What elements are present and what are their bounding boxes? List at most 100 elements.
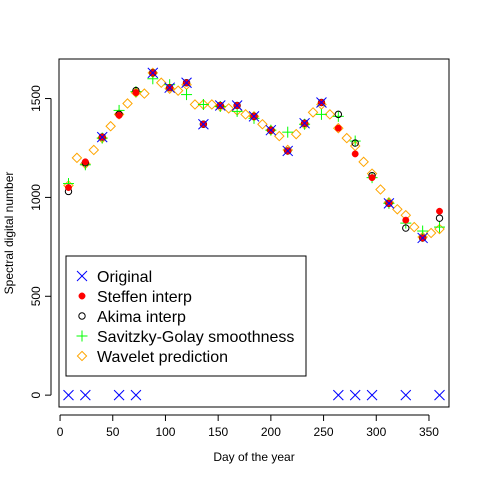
- data-point: [231, 100, 243, 111]
- y-tick-label: 1500: [29, 85, 43, 112]
- data-point: [79, 389, 91, 401]
- data-point: [189, 99, 201, 110]
- data-point: [273, 130, 285, 142]
- data-point-stroke: [299, 117, 310, 129]
- data-point-shape: [65, 184, 72, 191]
- data-point: [349, 389, 361, 401]
- data-point: [324, 109, 336, 120]
- x-axis-title: Day of the year: [213, 450, 294, 464]
- data-point: [155, 77, 167, 89]
- data-point-stroke: [383, 197, 395, 209]
- data-point: [214, 100, 226, 111]
- data-point-shape: [408, 221, 420, 233]
- data-point: [368, 174, 376, 182]
- data-point-stroke: [181, 77, 192, 89]
- data-point: [206, 99, 218, 110]
- data-point-shape: [341, 132, 353, 144]
- data-point: [316, 97, 327, 108]
- data-point-shape: [435, 214, 444, 222]
- data-point-shape: [375, 184, 386, 195]
- data-point-shape: [425, 227, 437, 239]
- data-points: [62, 67, 446, 401]
- series-wavelet-prediction: [63, 67, 445, 243]
- data-point: [332, 389, 344, 401]
- legend-entries: Original Steffen interp Akima interp Savitz…: [76, 269, 294, 366]
- data-point-shape: [139, 88, 150, 99]
- y-axis: 0 500 1000 1500: [29, 85, 52, 398]
- data-point: [351, 139, 359, 147]
- x-tick-label: 50: [106, 425, 120, 439]
- data-point-stroke: [147, 67, 159, 79]
- data-point: [435, 214, 444, 222]
- x-tick-label: 150: [208, 425, 228, 439]
- data-point-shape: [81, 158, 89, 166]
- data-point-stroke: [400, 389, 412, 401]
- data-point-stroke: [231, 100, 243, 111]
- data-point: [425, 227, 437, 239]
- data-point-stroke: [113, 389, 125, 401]
- data-point: [257, 118, 268, 130]
- data-point-shape: [155, 77, 167, 89]
- data-point: [408, 221, 420, 233]
- data-point-stroke: [214, 100, 226, 111]
- data-point: [139, 88, 150, 99]
- data-point-stroke: [130, 389, 142, 401]
- data-point: [115, 111, 123, 119]
- x-tick-label: 100: [155, 425, 175, 439]
- legend-marker: [78, 292, 86, 300]
- data-point-shape: [240, 109, 251, 120]
- series-akima-interp: [64, 69, 444, 242]
- legend-marker: [76, 330, 88, 342]
- data-point: [436, 207, 443, 215]
- data-point: [383, 197, 395, 209]
- legend-label: Steffen interp: [97, 289, 192, 306]
- data-point: [248, 110, 260, 122]
- data-point: [332, 110, 344, 122]
- data-point-shape: [189, 99, 201, 110]
- data-point-stroke: [96, 131, 108, 143]
- data-point: [434, 389, 445, 401]
- data-point: [351, 150, 359, 158]
- data-point: [299, 117, 310, 129]
- legend-box: [65, 255, 307, 377]
- data-point-shape: [172, 85, 184, 96]
- data-point-shape: [358, 156, 369, 168]
- plot-frame: [58, 58, 450, 408]
- x-tick-label: 250: [314, 425, 334, 439]
- data-point: [63, 389, 74, 401]
- data-point: [198, 118, 209, 130]
- data-point: [96, 131, 108, 143]
- data-point: [105, 120, 116, 132]
- data-point: [334, 110, 343, 119]
- data-point: [65, 184, 72, 191]
- data-point: [132, 89, 140, 97]
- y-axis-title: Spectral digital number: [2, 172, 16, 295]
- data-point: [334, 124, 342, 132]
- legend: Original Steffen interp Akima interp Savitz…: [65, 255, 307, 377]
- data-point-shape: [105, 120, 116, 132]
- data-point: [71, 152, 83, 164]
- data-point-stroke: [417, 232, 429, 244]
- data-point: [402, 216, 410, 224]
- legend-label: Savitzky-Golay smoothness: [97, 329, 294, 346]
- legend-label: Wavelet prediction: [97, 349, 228, 366]
- data-point: [122, 98, 133, 109]
- data-point-stroke: [366, 389, 378, 401]
- data-point: [113, 389, 125, 401]
- data-point: [81, 158, 89, 166]
- legend-marker: [76, 270, 88, 282]
- data-point-shape: [273, 130, 285, 142]
- data-point: [282, 126, 294, 138]
- data-point-shape: [351, 139, 359, 147]
- data-point: [307, 107, 319, 118]
- data-point-shape: [257, 118, 268, 130]
- data-point-stroke: [265, 124, 277, 136]
- legend-marker: [76, 350, 88, 362]
- data-point: [147, 67, 159, 79]
- data-point: [181, 89, 193, 101]
- series-original: [63, 67, 445, 401]
- data-point-stroke: [434, 389, 445, 401]
- data-point: [290, 128, 302, 140]
- data-point: [434, 221, 446, 233]
